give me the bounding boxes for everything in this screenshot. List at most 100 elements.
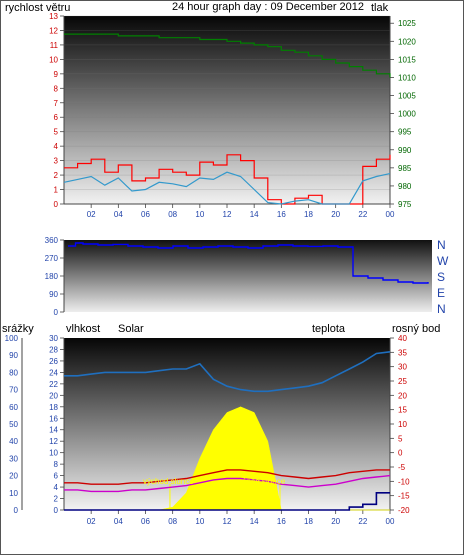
x-tick-label: 00 <box>386 210 395 219</box>
x-tick-label: 02 <box>87 517 96 526</box>
pressure-axis-ticks: 975 980 985 990 995 1000 1005 1010 1015 1020 1025 <box>389 16 416 209</box>
temperature-tick-label: 40 <box>398 334 407 343</box>
x-tick-label: 14 <box>250 210 259 219</box>
humidity-tick-label: 30 <box>49 334 58 343</box>
direction-tick-label: 0 <box>54 308 59 317</box>
x-tick-label: 22 <box>358 517 367 526</box>
dewpoint-axis-title: rosný bod <box>392 323 440 335</box>
temperature-tick-label: 30 <box>398 363 407 372</box>
wind-tick-label: 11 <box>50 41 59 50</box>
pressure-tick-label: 1025 <box>398 19 416 28</box>
wind-tick-label: 3 <box>54 157 59 166</box>
x-tick-label: 12 <box>223 210 232 219</box>
rain-line <box>64 492 390 511</box>
pressure-tick-label: 980 <box>398 182 412 191</box>
rain-tick-label: 20 <box>9 472 18 481</box>
pressure-tick-label: 995 <box>398 128 412 137</box>
temperature-tick-label: -15 <box>398 492 410 501</box>
wind-tick-label: 13 <box>49 12 58 21</box>
temperature-axis-ticks: -20 -15 -10 -5 0 5 10 15 20 25 30 35 40 <box>389 334 410 515</box>
dewpoint-line <box>64 474 391 493</box>
rain-tick-label: 100 <box>5 334 19 343</box>
x-axis-ticks-top: 02 04 06 08 10 12 14 16 18 20 22 00 <box>64 203 395 219</box>
x-tick-label: 14 <box>250 517 259 526</box>
pressure-tick-label: 975 <box>398 200 412 209</box>
humidity-tick-label: 22 <box>49 380 58 389</box>
humidity-tick-label: 12 <box>49 437 58 446</box>
humidity-tick-label: 8 <box>54 460 59 469</box>
direction-tick-label: 270 <box>45 254 59 263</box>
pressure-line <box>64 33 391 78</box>
rain-tick-label: 30 <box>9 454 18 463</box>
wind-tick-label: 8 <box>54 84 59 93</box>
sunrise-annotation: východ slunce <box>143 477 194 486</box>
x-tick-label: 06 <box>141 517 150 526</box>
pressure-tick-label: 1010 <box>398 73 416 82</box>
humidity-tick-label: 18 <box>49 403 58 412</box>
temperature-line <box>64 469 390 485</box>
pressure-tick-label: 1020 <box>398 37 416 46</box>
humidity-axis-title: vlhkost <box>66 323 100 335</box>
temperature-tick-label: 20 <box>398 391 407 400</box>
pressure-tick-label: 1015 <box>398 55 416 64</box>
wind-tick-label: 4 <box>54 142 59 151</box>
rain-tick-label: 60 <box>9 403 18 412</box>
humidity-tick-label: 2 <box>54 495 59 504</box>
humidity-tick-label: 10 <box>49 449 58 458</box>
temperature-axis-title: teplota <box>312 323 346 335</box>
pressure-tick-label: 985 <box>398 164 412 173</box>
rain-tick-label: 90 <box>9 351 18 360</box>
temperature-tick-label: 0 <box>398 449 403 458</box>
direction-tick-label: 360 <box>45 236 59 245</box>
wind-tick-label: 9 <box>54 70 59 79</box>
x-tick-label: 20 <box>331 517 340 526</box>
wind-direction-plot-area <box>64 240 432 312</box>
rain-tick-label: 70 <box>9 386 18 395</box>
x-tick-label: 18 <box>304 210 313 219</box>
wind-tick-label: 5 <box>54 128 59 137</box>
wind-tick-label: 7 <box>54 99 59 108</box>
compass-label: N <box>437 238 446 252</box>
x-tick-label: 20 <box>331 210 340 219</box>
rain-axis-title: srážky <box>2 323 34 335</box>
rain-tick-label: 40 <box>9 437 18 446</box>
solar-axis-title: Solar <box>118 323 144 335</box>
compass-label: E <box>437 286 445 300</box>
wind-tick-label: 12 <box>49 26 58 35</box>
x-tick-label: 04 <box>114 210 123 219</box>
rain-tick-label: 50 <box>9 420 18 429</box>
humidity-tick-label: 16 <box>49 414 58 423</box>
direction-tick-label: 180 <box>45 272 59 281</box>
x-tick-label: 04 <box>114 517 123 526</box>
humidity-tick-label: 14 <box>49 426 58 435</box>
x-tick-label: 22 <box>358 210 367 219</box>
pressure-tick-label: 990 <box>398 146 412 155</box>
temperature-tick-label: 35 <box>398 348 407 357</box>
graph-title: 24 hour graph day : 09 December 2012 <box>172 1 364 13</box>
temperature-tick-label: 5 <box>398 434 403 443</box>
compass-label: N <box>437 302 446 316</box>
x-tick-label: 08 <box>168 517 177 526</box>
humidity-tick-label: 26 <box>49 357 58 366</box>
temperature-tick-label: -5 <box>398 463 406 472</box>
wind-average-line <box>63 171 391 205</box>
x-tick-label: 10 <box>195 517 204 526</box>
wind-tick-label: 2 <box>54 171 59 180</box>
x-tick-label: 06 <box>141 210 150 219</box>
temperature-tick-label: 10 <box>398 420 407 429</box>
wind-pressure-plot-area <box>64 16 390 204</box>
pressure-tick-label: 1005 <box>398 92 416 101</box>
wind-tick-label: 1 <box>54 186 59 195</box>
wind-tick-label: 0 <box>54 200 59 209</box>
wind-tick-label: 10 <box>49 55 58 64</box>
rain-tick-label: 0 <box>14 506 19 515</box>
x-tick-label: 02 <box>87 210 96 219</box>
x-tick-label: 00 <box>386 517 395 526</box>
wind-direction-series <box>68 242 429 284</box>
wind-direction-line <box>68 242 429 284</box>
pressure-tick-label: 1000 <box>398 110 416 119</box>
wind-tick-label: 6 <box>54 113 59 122</box>
